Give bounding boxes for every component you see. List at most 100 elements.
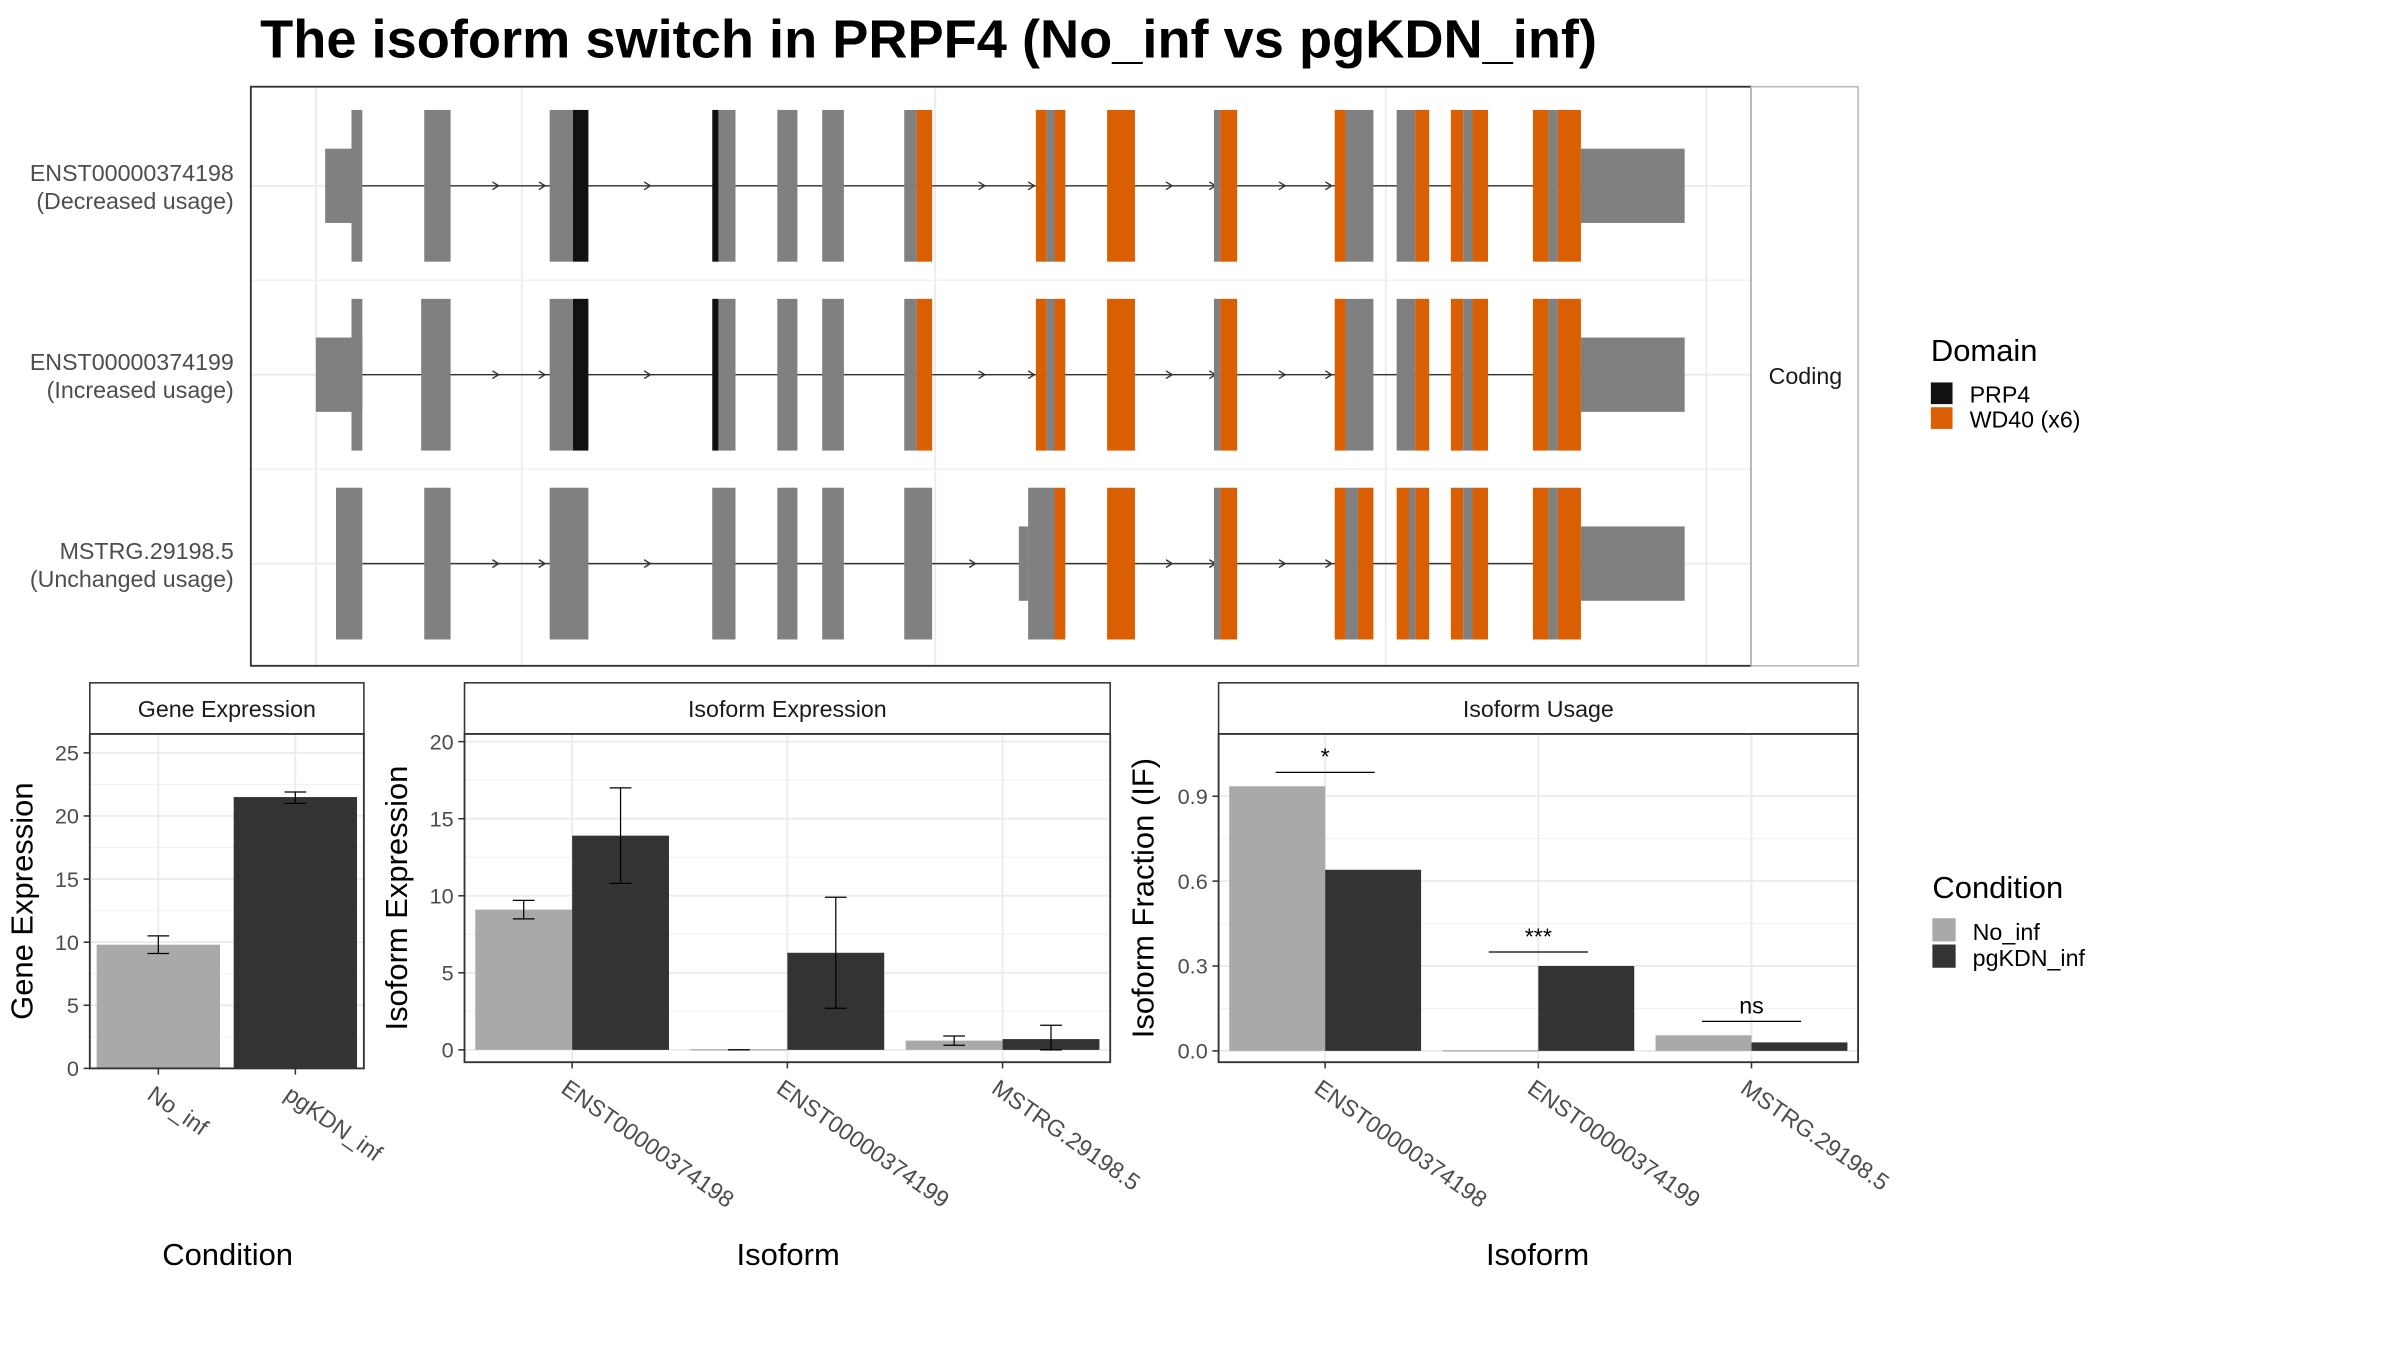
y-tick-label: 20 [430,729,454,754]
exon-wd40-domain [1107,298,1135,451]
utr-exon [1580,337,1685,412]
exon-wd40-domain [1415,298,1430,451]
exon [1213,487,1221,640]
bar [1229,786,1326,1051]
exon [1463,298,1473,451]
exon [904,298,917,451]
exon [1548,109,1558,262]
exon-wd40-domain [1450,109,1464,262]
intron-arrow [492,559,500,569]
intron-arrow [1165,370,1174,380]
exon-wd40-domain [1107,487,1135,640]
y-axis-label: Isoform Expression [379,766,414,1031]
intron-arrow [492,181,500,191]
chart-title-strip [463,682,1111,735]
exon [904,109,917,262]
exon-wd40-domain [1220,487,1238,640]
exon [777,487,798,640]
exon [424,487,451,640]
bar [1442,1050,1539,1052]
condition-legend-label: No_inf [1973,919,2041,945]
intron-arrow [978,370,987,380]
exon [351,298,363,451]
intron-arrow [1325,370,1333,380]
exon-wd40-domain [1557,298,1581,451]
y-axis-label: Isoform Fraction (IF) [1126,758,1161,1038]
y-tick-label: 0.6 [1178,869,1208,894]
chart-title: Gene Expression [138,696,316,722]
chart-title: Isoform Usage [1463,696,1614,722]
y-tick-label: 0 [67,1056,79,1081]
intron-arrow [538,370,547,380]
x-axis-label: Condition [162,1237,293,1272]
significance-label: ns [1739,993,1764,1019]
exon-wd40-domain [1107,109,1135,262]
exon [1463,487,1473,640]
exon [1396,298,1416,451]
x-tick-label: MSTRG.29198.5 [987,1074,1145,1195]
intron-arrow [1165,181,1174,191]
exon-wd40-domain [1415,487,1430,640]
exon [1396,109,1416,262]
significance-label: *** [1525,923,1552,949]
exon-wd40-domain [916,298,933,451]
exon [777,109,798,262]
exon-wd40-domain [1220,109,1238,262]
exon [549,109,573,262]
utr-exon [1018,526,1029,601]
exon-wd40-domain [1334,298,1346,451]
exon [718,298,736,451]
domain-legend-label: PRP4 [1970,382,2031,408]
y-tick-label: 15 [430,806,454,831]
domain-legend-swatch [1930,407,1953,429]
x-tick-label: ENST00000374199 [772,1074,954,1212]
exon [1345,298,1374,451]
exon-wd40-domain [1557,487,1581,640]
exon-prp4-domain [712,109,719,262]
intron-arrow [1278,559,1287,569]
exon [1046,109,1055,262]
bar [1538,965,1635,1051]
exon-wd40-domain [1472,298,1489,451]
exon-wd40-domain [1415,109,1430,262]
y-tick-label: 0.9 [1178,784,1208,809]
exon [1548,487,1558,640]
chart-title-strip [89,682,365,735]
bar [96,944,220,1069]
exon-wd40-domain [1532,487,1549,640]
bar [233,797,358,1069]
x-tick-label: ENST00000374198 [1310,1074,1492,1212]
bar [1655,1035,1752,1051]
intron-arrow [538,559,547,569]
exon-wd40-domain [1557,109,1581,262]
exon-wd40-domain [1450,487,1464,640]
intron-arrow [1278,370,1287,380]
exon-prp4-domain [712,298,719,451]
transcript-id-label: ENST00000374199 [30,349,234,375]
exon [777,298,798,451]
exon [904,487,933,640]
y-axis-label: Gene Expression [5,782,40,1019]
utr-exon [1580,526,1685,601]
exon-wd40-domain [1472,487,1489,640]
transcript-id-label: MSTRG.29198.5 [60,538,234,564]
transcript-usage-label: (Decreased usage) [36,188,233,214]
exon-wd40-domain [1396,487,1410,640]
facet-strip [1750,85,1859,667]
x-tick-label: ENST00000374198 [557,1074,739,1212]
figure-title: The isoform switch in PRPF4 (No_inf vs p… [260,9,1598,70]
y-tick-label: 20 [55,804,79,829]
exon [1548,298,1558,451]
x-tick-label: MSTRG.29198.5 [1736,1074,1894,1195]
exon-wd40-domain [1472,109,1489,262]
intron-arrow [978,181,987,191]
exon-prp4-domain [572,109,589,262]
exon [1213,298,1221,451]
exon-wd40-domain [1054,487,1066,640]
transcript-usage-label: (Increased usage) [47,377,234,403]
domain-legend-title: Domain [1931,333,2038,368]
exon [1046,298,1055,451]
exon [1409,487,1416,640]
